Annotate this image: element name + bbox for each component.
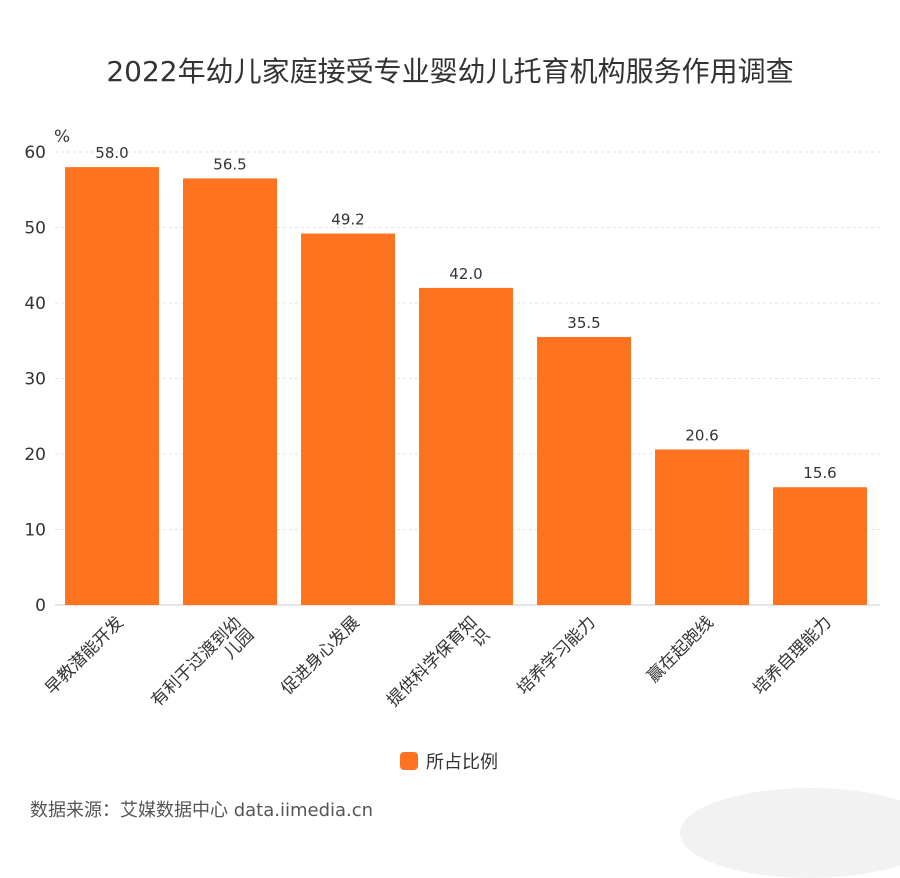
chart-title: 2022年幼儿家庭接受专业婴幼儿托育机构服务作用调查: [106, 55, 794, 88]
x-tick-label-line: 培养自理能力: [749, 613, 835, 699]
x-tick-label: 早教潜能开发: [41, 613, 127, 699]
y-tick-label: 60: [24, 143, 46, 163]
bar-5: [537, 336, 631, 605]
bar-1: [65, 167, 159, 605]
data-label: 35.5: [567, 314, 600, 332]
x-tick-label-line: 有利于过渡到幼: [147, 613, 245, 711]
legend-swatch: [400, 752, 418, 770]
y-tick-label: 20: [24, 445, 46, 465]
x-tick-label-line: 培养学习能力: [513, 613, 599, 699]
bar-4: [419, 287, 513, 605]
bar-3: [301, 233, 395, 606]
data-label: 49.2: [331, 211, 364, 229]
data-label: 15.6: [803, 464, 836, 482]
data-label: 58.0: [95, 144, 128, 162]
y-tick-label: 40: [24, 294, 46, 314]
y-tick-label: 10: [24, 521, 46, 541]
data-source: 数据来源：艾媒数据中心 data.iimedia.cn: [30, 800, 374, 821]
legend-label: 所占比例: [426, 752, 498, 773]
bar-6: [655, 449, 749, 605]
x-tick-label: 培养学习能力: [513, 613, 599, 699]
data-label: 20.6: [685, 426, 718, 444]
x-tick-label-line: 赢在起跑线: [643, 613, 717, 687]
x-tick-label: 培养自理能力: [749, 613, 835, 699]
x-tick-label: 促进身心发展: [277, 613, 363, 699]
x-tick-label-line: 提供科学保育知: [383, 613, 481, 711]
x-tick-label-line: 促进身心发展: [277, 613, 363, 699]
y-tick-label: 0: [35, 596, 46, 616]
x-tick-label: 赢在起跑线: [643, 613, 717, 687]
legend[interactable]: 所占比例: [400, 748, 498, 774]
x-tick-label-line: 早教潜能开发: [41, 613, 127, 699]
x-tick-label: 有利于过渡到幼儿园: [147, 613, 258, 724]
y-unit-label: %: [54, 127, 70, 147]
x-tick-label: 提供科学保育知识: [383, 613, 494, 724]
data-label: 42.0: [449, 265, 482, 283]
y-tick-label: 50: [24, 219, 46, 239]
bar-7: [773, 487, 867, 605]
bar-chart: 0 10 20 30 40 50 60% 58.0 早教潜能开发 56.5 有利于过渡到幼儿园 49.…: [24, 127, 880, 724]
data-label: 56.5: [213, 155, 246, 173]
bar-2: [183, 178, 277, 606]
y-tick-label: 30: [24, 370, 46, 390]
